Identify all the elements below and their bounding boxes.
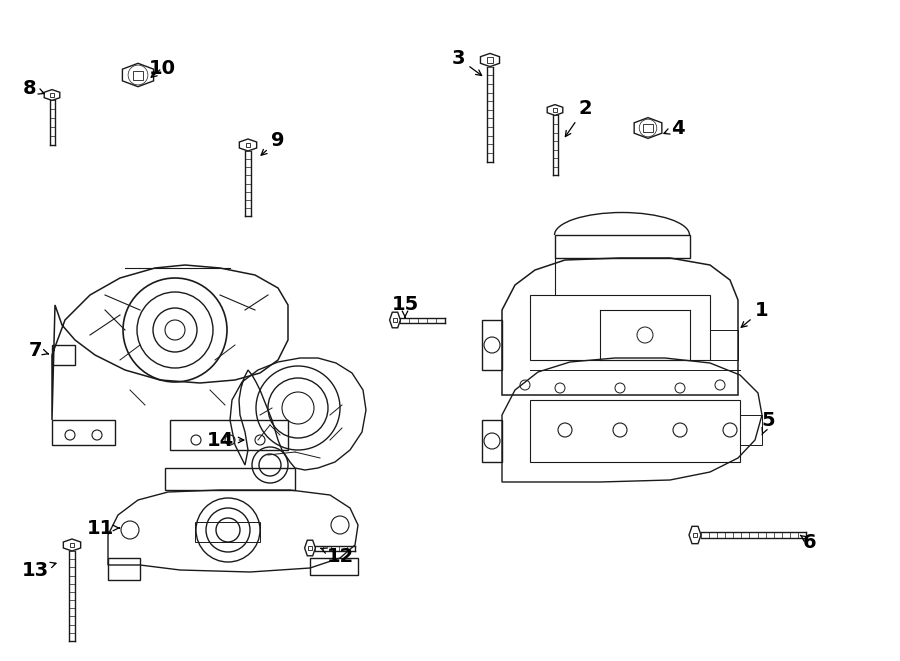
Text: 4: 4 [664,118,685,137]
Text: 13: 13 [22,561,56,580]
Text: 14: 14 [206,430,244,449]
Text: 10: 10 [148,59,176,77]
Text: 12: 12 [320,547,354,566]
Text: 7: 7 [29,340,49,360]
Text: 9: 9 [261,130,284,155]
Text: 2: 2 [565,98,592,137]
Text: 6: 6 [800,533,817,551]
Text: 8: 8 [23,79,44,98]
Text: 15: 15 [392,295,418,317]
Text: 5: 5 [761,410,775,435]
Text: 3: 3 [451,48,482,75]
Text: 1: 1 [742,301,769,327]
Text: 11: 11 [86,518,120,537]
